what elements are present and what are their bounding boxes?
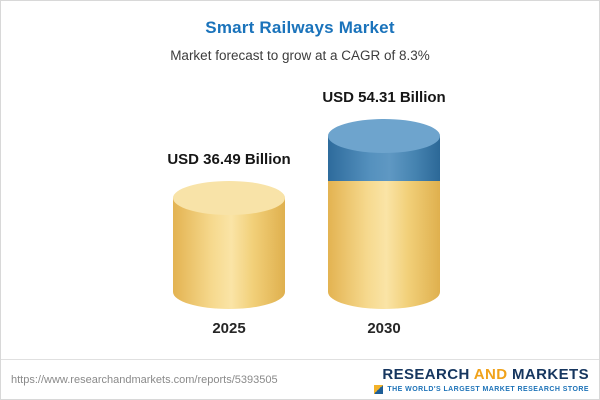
cylinder-2030 xyxy=(328,119,440,309)
growth-segment xyxy=(328,119,440,182)
value-label-2025: USD 36.49 Billion xyxy=(167,151,291,168)
brand-tagline: THE WORLD'S LARGEST MARKET RESEARCH STOR… xyxy=(387,385,589,393)
brand-tagline-row: THE WORLD'S LARGEST MARKET RESEARCH STOR… xyxy=(374,384,589,394)
brand-name-and: AND xyxy=(473,365,508,383)
value-label-2030: USD 54.31 Billion xyxy=(322,89,446,106)
bar-group-2030: USD 54.31 Billion xyxy=(322,89,446,309)
brand-name-markets: MARKETS xyxy=(512,365,589,383)
bar-group-2025: USD 36.49 Billion xyxy=(167,151,291,309)
footer: https://www.researchandmarkets.com/repor… xyxy=(1,359,599,399)
chart-subtitle: Market forecast to grow at a CAGR of 8.3… xyxy=(170,48,430,63)
base-segment xyxy=(173,181,285,309)
page-title: Smart Railways Market xyxy=(205,18,395,37)
logo-mark-icon xyxy=(374,384,384,394)
cylinder-2025 xyxy=(173,181,285,309)
cylinder-top-face xyxy=(173,181,285,215)
brand-name: RESEARCH AND MARKETS xyxy=(374,366,589,383)
report-url: https://www.researchandmarkets.com/repor… xyxy=(11,373,278,386)
cylinder-top-face xyxy=(328,119,440,153)
x-label-2025: 2025 xyxy=(212,320,246,337)
brand-logo: RESEARCH AND MARKETS THE WORLD'S LARGEST… xyxy=(374,366,589,394)
x-label-2030: 2030 xyxy=(367,320,401,337)
brand-name-research: RESEARCH xyxy=(382,365,470,383)
base-segment xyxy=(328,181,440,309)
